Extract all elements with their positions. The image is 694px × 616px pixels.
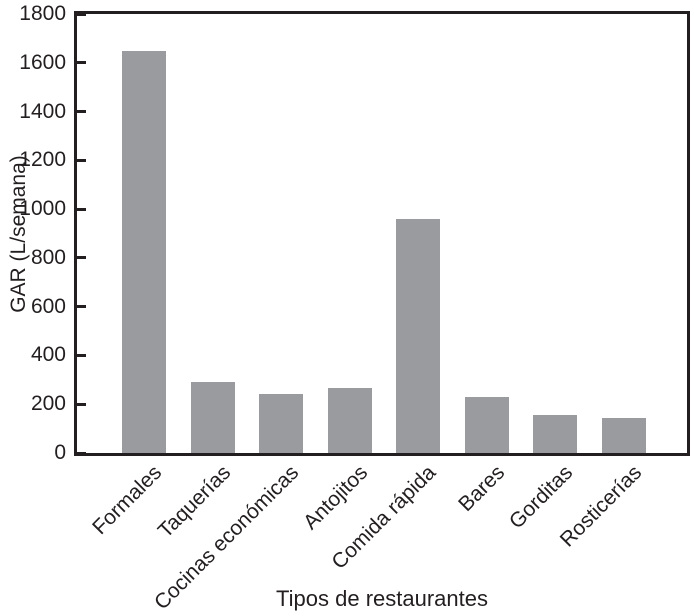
y-tick-mark [77, 110, 86, 114]
y-tick-mark [77, 402, 86, 406]
x-axis-title: Tipos de restaurantes [276, 586, 488, 611]
y-axis-title: GAR (L/semana) [7, 154, 30, 313]
y-tick-label: 600 [30, 294, 66, 318]
y-tick-label: 1800 [19, 2, 66, 25]
plot-area [74, 11, 690, 456]
y-tick-mark [77, 158, 86, 162]
y-tick-label: 1200 [19, 148, 66, 172]
y-tick-mark [77, 451, 86, 455]
bar [601, 417, 646, 453]
bar [396, 218, 440, 453]
bar [464, 396, 509, 453]
y-tick-mark [77, 256, 86, 260]
y-tick-mark [77, 305, 86, 309]
bar [533, 415, 577, 453]
y-tick-label: 1600 [19, 50, 66, 74]
y-tick-label: 800 [30, 245, 66, 269]
y-tick-label: 0 [54, 441, 66, 464]
bar [259, 394, 303, 453]
y-tick-mark [77, 207, 86, 211]
y-tick-mark [77, 353, 86, 357]
bar [190, 382, 235, 453]
bar [122, 50, 166, 453]
y-tick-label: 1000 [19, 197, 66, 221]
y-axis-title-wrap: GAR (L/semana) [6, 11, 32, 456]
y-tick-mark [77, 61, 86, 65]
bar [327, 388, 372, 453]
y-tick-mark [77, 12, 86, 16]
y-tick-label: 200 [30, 392, 66, 416]
y-tick-label: 400 [30, 343, 66, 367]
y-tick-label: 1400 [19, 99, 66, 123]
